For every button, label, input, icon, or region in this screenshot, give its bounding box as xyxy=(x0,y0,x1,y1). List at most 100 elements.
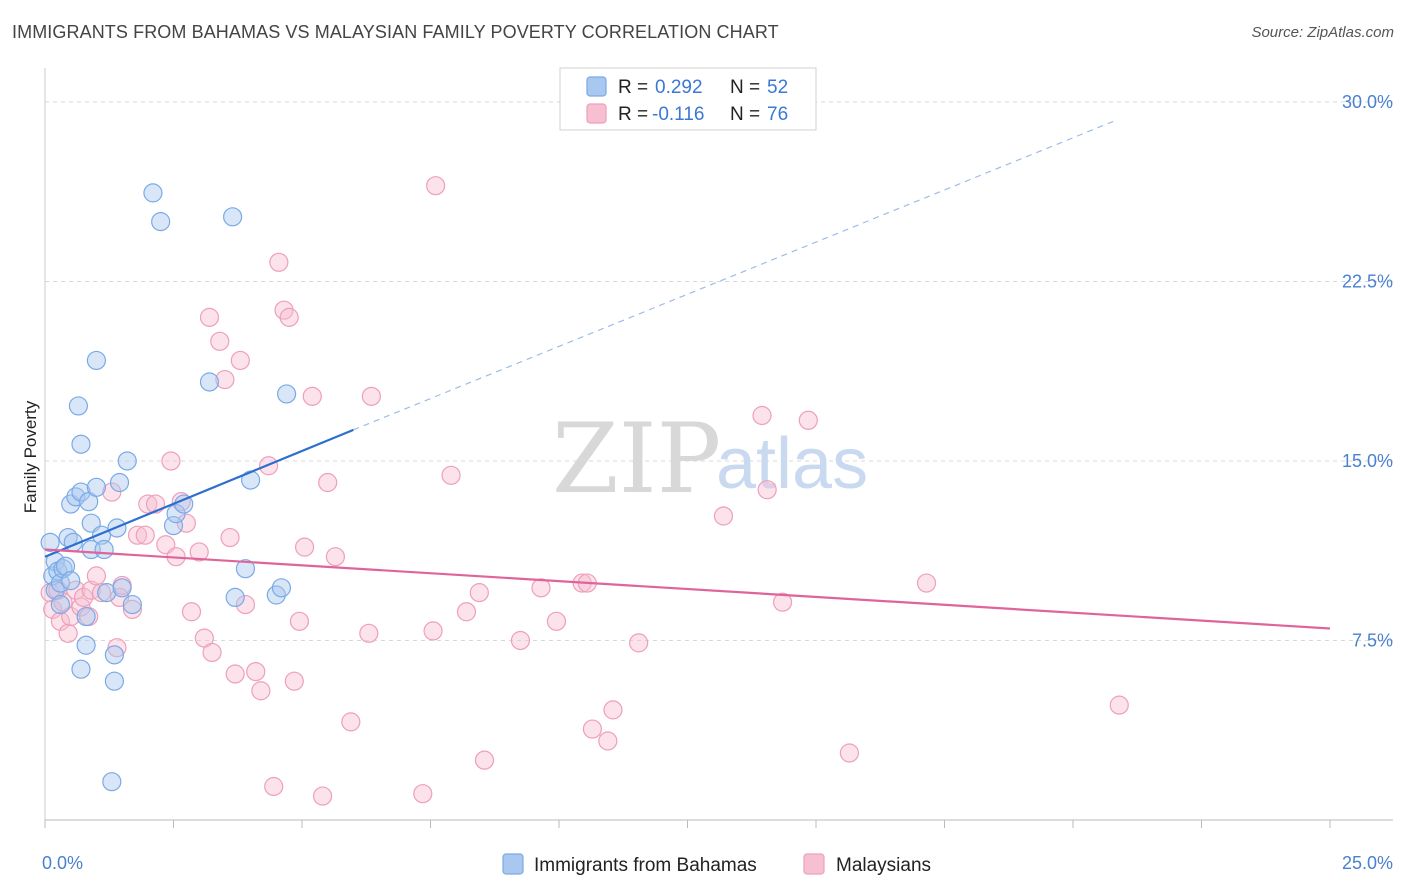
bahamas-point-24 xyxy=(86,477,107,497)
watermark: ZIP atlas xyxy=(552,403,868,515)
bahamas-points xyxy=(40,183,297,792)
bahamas-point-28 xyxy=(102,772,122,792)
y-axis-label: Family Poverty xyxy=(21,400,40,513)
malaysians-point-3 xyxy=(50,611,71,631)
malaysians-point-40 xyxy=(251,681,271,701)
bottom-legend-label-pink: Malaysians xyxy=(836,855,931,876)
malaysians-point-20 xyxy=(135,525,155,545)
legend-r-value-blue: 0.292 xyxy=(655,77,703,98)
bahamas-point-8 xyxy=(55,556,76,576)
y-tick-label-1: 15.0% xyxy=(1342,451,1393,471)
malaysians-point-34 xyxy=(215,369,235,390)
bahamas-point-27 xyxy=(97,583,117,603)
malaysians-point-47 xyxy=(289,611,310,631)
bahamas-point-41 xyxy=(199,372,220,392)
bottom-legend-swatch-pink xyxy=(803,853,825,875)
malaysians-point-39 xyxy=(246,661,266,682)
bahamas-point-7 xyxy=(53,559,73,579)
watermark-zip: ZIP xyxy=(552,403,721,515)
bahamas-point-29 xyxy=(104,671,124,691)
chart-title: IMMIGRANTS FROM BAHAMAS VS MALAYSIAN FAM… xyxy=(12,22,779,42)
legend-swatch-blue xyxy=(586,76,607,97)
malaysians-point-70 xyxy=(603,700,623,720)
malaysians-point-71 xyxy=(629,633,649,653)
malaysians-point-33 xyxy=(210,331,230,351)
y-tick-label-0: 7.5% xyxy=(1352,630,1393,650)
malaysians-point-29 xyxy=(189,542,209,562)
malaysians-point-9 xyxy=(73,587,94,608)
bottom-legend: Immigrants from Bahamas Malaysians xyxy=(502,853,931,876)
malaysians-point-14 xyxy=(102,482,122,502)
bahamas-point-26 xyxy=(94,539,114,560)
malaysians-point-48 xyxy=(294,537,315,557)
bahamas-point-0 xyxy=(40,532,60,552)
malaysians-point-28 xyxy=(181,602,202,622)
malaysians-point-62 xyxy=(474,750,495,770)
watermark-atlas: atlas xyxy=(716,424,868,504)
malaysians-point-31 xyxy=(199,307,220,327)
bottom-legend-label-blue: Immigrants from Bahamas xyxy=(534,855,757,876)
bahamas-point-23 xyxy=(86,350,107,371)
malaysians-point-73 xyxy=(752,405,772,426)
malaysians-point-72 xyxy=(713,506,734,526)
malaysians-point-76 xyxy=(798,410,818,430)
malaysians-point-78 xyxy=(916,573,937,593)
malaysians-point-74 xyxy=(757,480,777,500)
malaysians-point-49 xyxy=(302,386,322,406)
malaysians-point-77 xyxy=(839,743,860,763)
malaysians-points xyxy=(40,176,1129,806)
bahamas-point-38 xyxy=(163,515,184,536)
malaysians-point-63 xyxy=(510,630,531,651)
malaysians-point-65 xyxy=(546,611,567,631)
bahamas-point-18 xyxy=(76,606,96,627)
malaysians-point-54 xyxy=(359,623,379,643)
malaysians-point-45 xyxy=(279,307,299,327)
legend-swatch-pink xyxy=(586,103,607,124)
bottom-legend-swatch-blue xyxy=(502,853,524,875)
malaysians-point-51 xyxy=(318,472,338,493)
malaysians-point-32 xyxy=(202,642,222,663)
malaysians-point-69 xyxy=(598,731,618,751)
malaysians-point-58 xyxy=(426,176,446,196)
legend: R = 0.292 N = 52 R = -0.116 N = 76 xyxy=(559,67,817,131)
malaysians-point-5 xyxy=(58,623,78,643)
grid-lines xyxy=(45,101,1393,641)
malaysians-point-53 xyxy=(341,712,361,732)
malaysians-point-21 xyxy=(138,494,158,514)
malaysians-point-64 xyxy=(531,578,551,598)
bahamas-point-16 xyxy=(71,659,91,679)
bahamas-point-36 xyxy=(143,183,163,203)
bahamas-point-46 xyxy=(271,578,292,598)
malaysians-point-56 xyxy=(413,784,433,804)
legend-r-label-blue: R = xyxy=(618,77,648,98)
malaysians-point-42 xyxy=(264,776,284,797)
bahamas-point-35 xyxy=(122,594,142,615)
bahamas-point-47 xyxy=(276,384,297,404)
malaysians-point-38 xyxy=(235,594,256,615)
bahamas-trend-extension xyxy=(353,120,1115,431)
malaysians-point-18 xyxy=(122,599,142,619)
x-tick-label-min: 0.0% xyxy=(42,853,83,873)
bahamas-point-34 xyxy=(117,451,137,471)
x-tick-label-max: 25.0% xyxy=(1342,853,1393,873)
legend-n-label-pink: N = xyxy=(730,104,760,125)
malaysians-point-35 xyxy=(220,527,240,548)
legend-r-label-pink: R = xyxy=(618,104,648,125)
malaysians-point-57 xyxy=(423,621,443,641)
bahamas-point-14 xyxy=(68,396,89,416)
bahamas-point-19 xyxy=(76,635,96,655)
y-tick-label-2: 22.5% xyxy=(1342,271,1393,291)
axes xyxy=(44,68,1393,828)
legend-n-value-blue: 52 xyxy=(767,77,788,98)
bahamas-point-17 xyxy=(71,434,91,454)
bahamas-point-39 xyxy=(166,504,186,524)
bahamas-point-30 xyxy=(104,645,124,665)
bahamas-trend-line xyxy=(44,428,354,558)
malaysians-point-50 xyxy=(312,786,333,806)
malaysians-point-60 xyxy=(456,602,477,622)
bahamas-point-42 xyxy=(223,207,243,227)
malaysians-point-15 xyxy=(107,638,127,658)
malaysians-point-52 xyxy=(325,547,346,567)
malaysians-point-59 xyxy=(441,465,461,485)
